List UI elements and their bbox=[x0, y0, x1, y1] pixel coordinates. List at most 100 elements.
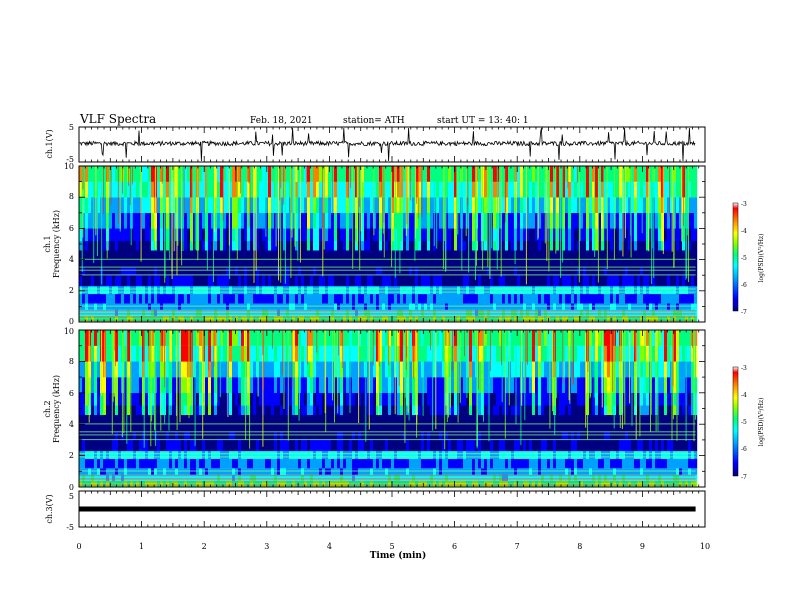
spectrogram-cell bbox=[343, 275, 346, 286]
spectrogram-cell bbox=[346, 267, 349, 275]
spectrogram-cell bbox=[208, 377, 211, 393]
narrowband-line bbox=[79, 270, 696, 271]
spectrogram-cell bbox=[148, 267, 151, 275]
spectrogram-cell bbox=[142, 213, 145, 229]
spectrogram-cell bbox=[304, 346, 307, 362]
spectrogram-cell bbox=[616, 228, 619, 241]
spectrogram-cell bbox=[205, 286, 208, 294]
spectrogram-cell bbox=[322, 440, 325, 451]
spectrogram-cell bbox=[172, 393, 175, 406]
spectrogram-cell bbox=[181, 432, 184, 440]
spectrogram-cell bbox=[442, 294, 445, 304]
spectrogram-cell bbox=[319, 267, 322, 275]
spectrogram-cell bbox=[343, 361, 346, 377]
spectrogram-cell bbox=[574, 286, 577, 294]
spectrogram-cell bbox=[655, 197, 658, 213]
spectrogram-cell bbox=[550, 213, 553, 229]
spectrogram-cell bbox=[382, 346, 385, 362]
spectrogram-cell bbox=[286, 241, 289, 251]
spectrogram-cell bbox=[379, 197, 382, 213]
spectrogram-cell bbox=[307, 451, 310, 459]
spectrogram-cell bbox=[226, 294, 229, 304]
spectrogram-cell bbox=[517, 241, 520, 251]
spectrogram-cell bbox=[559, 294, 562, 304]
spectrogram-cell bbox=[319, 213, 322, 229]
spectrogram-cell bbox=[688, 294, 691, 304]
spectrogram-cell bbox=[259, 459, 262, 469]
spectrogram-cell bbox=[292, 275, 295, 286]
spectrogram-cell bbox=[142, 432, 145, 440]
spectrogram-cell bbox=[241, 228, 244, 241]
spectrogram-cell bbox=[319, 197, 322, 213]
sferic-streak bbox=[213, 166, 214, 282]
spectrogram-cell bbox=[190, 275, 193, 286]
spectrogram-cell bbox=[532, 267, 535, 275]
spectrogram-cell bbox=[328, 294, 331, 304]
spectrogram-cell bbox=[259, 228, 262, 241]
spectrogram-cell bbox=[619, 182, 622, 198]
spectrogram-cell bbox=[571, 213, 574, 229]
spectrogram-cell bbox=[244, 213, 247, 229]
spectrogram-cell bbox=[529, 228, 532, 241]
sferic-streak bbox=[444, 166, 445, 241]
spectrogram-cell bbox=[232, 197, 235, 213]
spectrogram-cell bbox=[139, 432, 142, 440]
spectrogram-cell bbox=[145, 294, 148, 304]
spectrogram-cell bbox=[385, 459, 388, 469]
spectrogram-cell bbox=[118, 286, 121, 294]
spectrogram-cell bbox=[115, 377, 118, 393]
spectrogram-cell bbox=[313, 459, 316, 469]
spectrogram-cell bbox=[106, 330, 109, 346]
spectrogram-cell bbox=[289, 432, 292, 440]
spectrogram-cell bbox=[241, 182, 244, 198]
spectrogram-cell bbox=[124, 197, 127, 213]
spectrogram-cell bbox=[109, 405, 112, 415]
spectrogram-cell bbox=[175, 459, 178, 469]
spectrogram-cell bbox=[217, 377, 220, 393]
spectrogram-cell bbox=[259, 361, 262, 377]
spectrogram-cell bbox=[562, 267, 565, 275]
spectrogram-cell bbox=[424, 197, 427, 213]
spectrogram-cell bbox=[169, 459, 172, 469]
spectrogram-cell bbox=[508, 267, 511, 275]
spectrogram-cell bbox=[529, 267, 532, 275]
spectrogram-cell bbox=[133, 451, 136, 459]
sferic-red-streak bbox=[577, 166, 578, 183]
spectrogram-cell bbox=[295, 267, 298, 275]
spectrogram-cell bbox=[94, 330, 97, 346]
spectrogram-cell bbox=[367, 440, 370, 451]
spectrogram-cell bbox=[115, 241, 118, 251]
spectrogram-cell bbox=[319, 275, 322, 286]
spectrogram-cell bbox=[472, 275, 475, 286]
spectrogram-cell bbox=[595, 213, 598, 229]
ch1-freq-tick-0: 0 bbox=[69, 317, 74, 326]
spectrogram-cell bbox=[616, 182, 619, 198]
sferic-streak bbox=[399, 166, 400, 273]
spectrogram-cell bbox=[514, 267, 517, 275]
spectrogram-cell bbox=[562, 275, 565, 286]
spectrogram-cell bbox=[349, 405, 352, 415]
spectrogram-cell bbox=[211, 294, 214, 304]
spectrogram-cell bbox=[658, 166, 661, 182]
spectrogram-cell bbox=[286, 182, 289, 198]
spectrogram-cell bbox=[166, 459, 169, 469]
spectrogram-cell bbox=[433, 286, 436, 294]
spectrogram-cell bbox=[445, 286, 448, 294]
sferic-streak bbox=[614, 166, 615, 260]
spectrogram-cell bbox=[361, 440, 364, 451]
spectrogram-cell bbox=[397, 432, 400, 440]
sferic-red-streak bbox=[568, 166, 569, 188]
spectrogram-cell bbox=[679, 286, 682, 294]
spectrogram-cell bbox=[313, 275, 316, 286]
spectrogram-cell bbox=[565, 241, 568, 251]
spectrogram-cell bbox=[343, 346, 346, 362]
spectrogram-cell bbox=[301, 166, 304, 182]
spectrogram-cell bbox=[280, 459, 283, 469]
spectrogram-cell bbox=[139, 267, 142, 275]
spectrogram-cell bbox=[349, 451, 352, 459]
spectrogram-cell bbox=[202, 166, 205, 182]
spectrogram-cell bbox=[328, 451, 331, 459]
spectrogram-cell bbox=[583, 228, 586, 241]
spectrogram-cell bbox=[121, 275, 124, 286]
spectrogram-cell bbox=[487, 294, 490, 304]
